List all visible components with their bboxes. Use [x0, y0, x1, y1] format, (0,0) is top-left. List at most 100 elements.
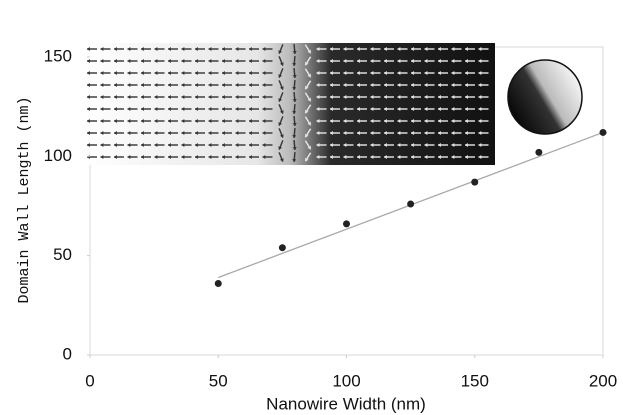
arrow-head: [154, 46, 158, 52]
arrow-head: [438, 94, 441, 100]
arrow-head: [262, 142, 266, 148]
arrow-head: [465, 82, 468, 88]
arrow-head: [438, 142, 441, 148]
arrow-head: [411, 58, 414, 64]
arrow-head: [195, 118, 198, 124]
data-point: [278, 244, 286, 252]
arrow-head: [384, 46, 387, 52]
arrow-head: [235, 58, 239, 64]
arrow-head: [384, 94, 387, 100]
arrow-head: [114, 154, 117, 160]
arrow-head: [279, 62, 284, 66]
arrow-head: [222, 142, 225, 148]
arrow-head: [357, 130, 360, 136]
arrow-head: [87, 46, 90, 52]
arrow-head: [343, 106, 347, 112]
arrow-head: [330, 94, 333, 100]
arrow-head: [316, 70, 320, 76]
arrow-head: [141, 106, 144, 112]
arrow-head: [316, 118, 320, 124]
arrow-head: [278, 74, 283, 78]
arrow-head: [262, 46, 266, 52]
arrow-head: [141, 94, 144, 100]
arrow-head: [181, 94, 185, 100]
arrow-head: [438, 130, 441, 136]
arrow-head: [330, 130, 333, 136]
arrow-head: [292, 122, 297, 126]
arrow-head: [307, 97, 311, 102]
arrow-head: [411, 106, 414, 112]
arrow-head: [343, 154, 347, 160]
arrow-head: [438, 70, 441, 76]
arrow-head: [465, 58, 468, 64]
arrow-head: [181, 130, 185, 136]
arrow-head: [249, 46, 252, 52]
arrow-head: [424, 70, 428, 76]
arrow-head: [141, 130, 144, 136]
data-point: [214, 279, 222, 287]
arrow-head: [114, 130, 117, 136]
arrow-head: [411, 70, 414, 76]
arrow-head: [292, 74, 297, 78]
y-tick-label: 0: [63, 344, 72, 363]
arrow-head: [249, 58, 252, 64]
arrow-head: [114, 142, 117, 148]
x-tick-label: 50: [209, 371, 228, 390]
arrow-head: [279, 110, 284, 114]
arrow-head: [305, 133, 309, 138]
arrow-head: [87, 118, 90, 124]
data-point: [471, 178, 479, 186]
arrow-head: [478, 70, 482, 76]
arrow-head: [208, 154, 212, 160]
arrow-head: [397, 142, 401, 148]
arrow-head: [384, 106, 387, 112]
arrow-head: [451, 70, 455, 76]
arrow-head: [141, 46, 144, 52]
arrow-head: [384, 154, 387, 160]
arrow-head: [222, 118, 225, 124]
arrow-head: [316, 82, 320, 88]
arrow-head: [451, 46, 455, 52]
arrow-head: [370, 94, 374, 100]
arrow-head: [87, 94, 90, 100]
arrow-head: [154, 94, 158, 100]
arrow-head: [384, 82, 387, 88]
arrow-head: [208, 118, 212, 124]
arrow-head: [307, 73, 311, 78]
arrow-head: [357, 58, 360, 64]
arrow-head: [249, 142, 252, 148]
arrow-head: [235, 82, 239, 88]
arrow-head: [438, 58, 441, 64]
arrow-head: [451, 154, 455, 160]
arrow-head: [278, 98, 283, 102]
arrow-head: [343, 82, 347, 88]
arrow-head: [195, 94, 198, 100]
arrow-head: [330, 106, 333, 112]
arrow-head: [397, 154, 401, 160]
arrow-head: [279, 86, 284, 90]
arrow-head: [249, 82, 252, 88]
arrow-head: [343, 70, 347, 76]
arrow-head: [168, 118, 171, 124]
arrow-head: [262, 70, 266, 76]
arrow-head: [208, 142, 212, 148]
arrow-head: [127, 58, 131, 64]
arrow-head: [465, 118, 468, 124]
arrow-head: [195, 82, 198, 88]
arrow-head: [478, 46, 482, 52]
arrow-head: [114, 82, 117, 88]
arrow-head: [195, 58, 198, 64]
data-point: [599, 128, 607, 136]
arrow-head: [249, 154, 252, 160]
arrow-head: [181, 118, 185, 124]
arrow-head: [357, 118, 360, 124]
arrow-head: [262, 118, 266, 124]
x-axis-label: Nanowire Width (nm): [266, 394, 426, 413]
arrow-head: [397, 82, 401, 88]
arrow-head: [87, 106, 90, 112]
arrow-head: [438, 106, 441, 112]
arrow-head: [370, 106, 374, 112]
arrow-head: [87, 142, 90, 148]
arrow-head: [292, 62, 297, 66]
